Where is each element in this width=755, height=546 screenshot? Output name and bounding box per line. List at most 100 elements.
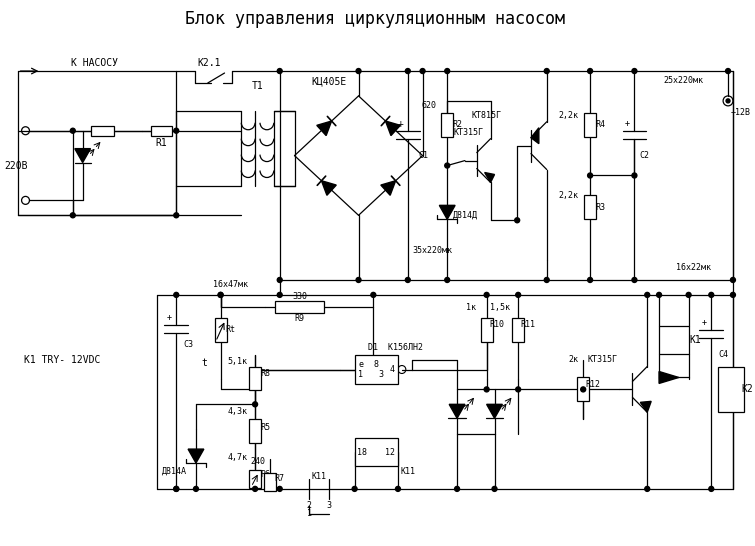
Text: C2: C2 [639, 151, 649, 160]
Circle shape [174, 486, 179, 491]
Text: 2: 2 [307, 501, 312, 511]
Bar [355, 438, 398, 466]
Circle shape [396, 486, 400, 491]
Bar [214, 318, 226, 342]
Text: R4: R4 [595, 120, 605, 129]
Text: R5: R5 [260, 423, 270, 432]
Circle shape [277, 486, 282, 491]
Text: 1к: 1к [466, 304, 476, 312]
Text: 2к: 2к [569, 355, 578, 364]
Text: R8: R8 [260, 369, 270, 378]
Circle shape [174, 128, 179, 133]
Bar [355, 354, 398, 384]
Text: К1 TRY- 12VDC: К1 TRY- 12VDC [23, 354, 100, 365]
Polygon shape [75, 149, 91, 163]
Text: КТ315Г: КТ315Г [454, 128, 484, 137]
Text: +: + [167, 313, 172, 322]
Circle shape [218, 293, 223, 298]
Text: T1: T1 [252, 81, 264, 91]
Text: 12: 12 [385, 448, 395, 456]
Text: t: t [202, 358, 208, 367]
Circle shape [731, 277, 735, 282]
Circle shape [455, 486, 460, 491]
Circle shape [445, 163, 450, 168]
Text: 8: 8 [374, 360, 379, 369]
Text: 2,2к: 2,2к [559, 191, 578, 200]
Circle shape [277, 277, 282, 282]
Circle shape [587, 173, 593, 178]
Polygon shape [487, 405, 502, 418]
Text: 18: 18 [357, 448, 368, 456]
Polygon shape [531, 128, 539, 144]
Text: R11: R11 [520, 321, 535, 329]
Text: е: е [358, 360, 363, 369]
Polygon shape [640, 401, 651, 412]
Circle shape [516, 293, 521, 298]
Text: 4: 4 [390, 365, 395, 374]
Text: 16х22мк: 16х22мк [676, 263, 711, 271]
Circle shape [516, 387, 521, 392]
Bar [249, 419, 261, 443]
Circle shape [70, 128, 76, 133]
Text: КЦ405Е: КЦ405Е [311, 76, 347, 86]
Polygon shape [317, 121, 331, 135]
Text: R6: R6 [260, 471, 270, 479]
Bar [264, 473, 276, 491]
Text: Д814А: Д814А [162, 466, 186, 476]
Text: 1: 1 [307, 509, 312, 518]
Text: 25х220мк: 25х220мк [664, 76, 704, 86]
Text: +: + [702, 318, 707, 327]
Text: 35х220мк: 35х220мк [413, 246, 453, 254]
Text: +12В: +12В [731, 108, 750, 117]
Circle shape [70, 213, 76, 218]
Circle shape [484, 387, 489, 392]
Text: К11: К11 [400, 467, 415, 477]
Text: К11: К11 [312, 472, 327, 482]
Circle shape [632, 69, 637, 74]
Circle shape [193, 486, 199, 491]
Circle shape [587, 69, 593, 74]
Bar [442, 113, 453, 136]
Bar [91, 126, 114, 136]
Circle shape [174, 293, 179, 298]
Circle shape [632, 277, 637, 282]
Text: 16х47мк: 16х47мк [213, 281, 248, 289]
Text: 330: 330 [292, 292, 307, 301]
Circle shape [731, 293, 735, 298]
Circle shape [253, 486, 257, 491]
Bar [249, 470, 261, 488]
Text: Д814Д: Д814Д [452, 211, 477, 220]
Text: R9: R9 [294, 314, 304, 323]
Text: 1,5к: 1,5к [491, 304, 510, 312]
Text: К2: К2 [742, 384, 753, 394]
Circle shape [645, 293, 650, 298]
Circle shape [587, 277, 593, 282]
Text: 3: 3 [326, 501, 331, 511]
Circle shape [371, 293, 376, 298]
Circle shape [253, 402, 257, 407]
Text: 4,7к: 4,7к [227, 453, 248, 461]
Text: R10: R10 [489, 321, 504, 329]
Text: R2: R2 [452, 120, 462, 129]
Text: R7: R7 [275, 474, 285, 483]
Bar [584, 113, 596, 136]
Text: К2.1: К2.1 [197, 58, 220, 68]
Circle shape [686, 293, 691, 298]
Text: КТ815Г: КТ815Г [472, 111, 501, 120]
Text: 620: 620 [422, 102, 437, 110]
Circle shape [709, 293, 713, 298]
Circle shape [277, 293, 282, 298]
Polygon shape [659, 371, 679, 383]
Polygon shape [439, 205, 455, 219]
Text: C1: C1 [418, 151, 429, 160]
Circle shape [218, 293, 223, 298]
Circle shape [356, 69, 361, 74]
Text: Rt: Rt [226, 325, 236, 334]
Circle shape [420, 69, 425, 74]
Circle shape [445, 69, 450, 74]
Text: +: + [625, 119, 630, 128]
Polygon shape [381, 181, 396, 195]
Circle shape [645, 486, 650, 491]
Polygon shape [188, 449, 204, 463]
Circle shape [277, 69, 282, 74]
